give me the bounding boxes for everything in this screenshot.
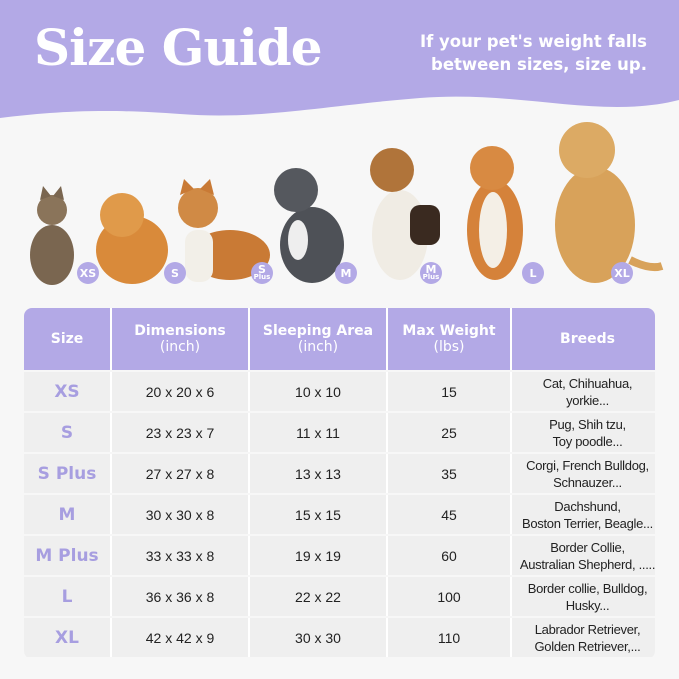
- cell-size: S Plus: [24, 454, 110, 493]
- size-badge-s: S: [164, 262, 186, 284]
- table-row: XL 42 x 42 x 9 30 x 30 110 Labrador Retr…: [24, 618, 655, 657]
- pomeranian-image: [96, 193, 168, 284]
- cell-breeds: Corgi, French Bulldog, Schnauzer...: [512, 454, 655, 493]
- table-header-row: Size Dimensions (inch) Sleeping Area (inch…: [24, 308, 655, 370]
- cell-size: L: [24, 577, 110, 616]
- cell-sleeping-area: 15 x 15: [250, 495, 386, 534]
- shiba-inu-image: [467, 146, 523, 280]
- cell-size: XL: [24, 618, 110, 657]
- cell-size: XS: [24, 372, 110, 411]
- pets-illustration: [30, 122, 664, 285]
- cell-max-weight: 100: [388, 577, 510, 616]
- size-badge-xl: XL: [611, 262, 633, 284]
- cell-sleeping-area: 19 x 19: [250, 536, 386, 575]
- cell-size: M Plus: [24, 536, 110, 575]
- cell-breeds: Border Collie, Australian Shepherd, .....: [512, 536, 655, 575]
- cell-max-weight: 60: [388, 536, 510, 575]
- cell-max-weight: 110: [388, 618, 510, 657]
- size-badge-xs: XS: [77, 262, 99, 284]
- cell-sleeping-area: 30 x 30: [250, 618, 386, 657]
- size-note: If your pet's weight falls between sizes,…: [419, 32, 647, 74]
- cell-dimensions: 23 x 23 x 7: [112, 413, 248, 452]
- table-row: M Plus 33 x 33 x 8 19 x 19 60 Border Col…: [24, 536, 655, 575]
- cell-breeds: Labrador Retriever, Golden Retriever,...: [512, 618, 655, 657]
- cell-sleeping-area: 13 x 13: [250, 454, 386, 493]
- table-row: S Plus 27 x 27 x 8 13 x 13 35 Corgi, Fre…: [24, 454, 655, 493]
- cat-image: [30, 186, 74, 285]
- cell-max-weight: 45: [388, 495, 510, 534]
- cell-dimensions: 33 x 33 x 8: [112, 536, 248, 575]
- table-row: S 23 x 23 x 7 11 x 11 25 Pug, Shih tzu, T…: [24, 413, 655, 452]
- cell-breeds: Border collie, Bulldog, Husky...: [512, 577, 655, 616]
- cell-dimensions: 42 x 42 x 9: [112, 618, 248, 657]
- cell-size: M: [24, 495, 110, 534]
- header-banner: [0, 0, 679, 118]
- page-title: Size Guide: [34, 18, 323, 77]
- cell-dimensions: 30 x 30 x 8: [112, 495, 248, 534]
- cell-sleeping-area: 10 x 10: [250, 372, 386, 411]
- cell-breeds: Pug, Shih tzu, Toy poodle...: [512, 413, 655, 452]
- cell-dimensions: 20 x 20 x 6: [112, 372, 248, 411]
- table-row: XS 20 x 20 x 6 10 x 10 15 Cat, Chihuahua…: [24, 372, 655, 411]
- header-dimensions: Dimensions (inch): [112, 308, 248, 370]
- cell-breeds: Cat, Chihuahua, yorkie...: [512, 372, 655, 411]
- cell-sleeping-area: 22 x 22: [250, 577, 386, 616]
- cell-sleeping-area: 11 x 11: [250, 413, 386, 452]
- beagle-image: [370, 148, 440, 280]
- header-breeds: Breeds: [512, 308, 655, 370]
- header-max-weight: Max Weight (lbs): [388, 308, 510, 370]
- cell-breeds: Dachshund, Boston Terrier, Beagle...: [512, 495, 655, 534]
- cell-dimensions: 36 x 36 x 8: [112, 577, 248, 616]
- table-row: M 30 x 30 x 8 15 x 15 45 Dachshund, Bosto…: [24, 495, 655, 534]
- header-sleeping-area: Sleeping Area (inch): [250, 308, 386, 370]
- cell-dimensions: 27 x 27 x 8: [112, 454, 248, 493]
- cell-max-weight: 15: [388, 372, 510, 411]
- french-bulldog-image: [274, 168, 344, 283]
- header-size: Size: [24, 308, 110, 370]
- size-badge-m-plus: M Plus: [420, 262, 442, 284]
- golden-retriever-image: [555, 122, 664, 283]
- size-badge-m: M: [335, 262, 357, 284]
- table-row: L 36 x 36 x 8 22 x 22 100 Border collie,…: [24, 577, 655, 616]
- cell-max-weight: 35: [388, 454, 510, 493]
- size-badge-s-plus: S Plus: [251, 262, 273, 284]
- size-badge-l: L: [522, 262, 544, 284]
- cell-size: S: [24, 413, 110, 452]
- corgi-image: [178, 179, 270, 282]
- size-table: Size Dimensions (inch) Sleeping Area (inch…: [24, 308, 655, 659]
- cell-max-weight: 25: [388, 413, 510, 452]
